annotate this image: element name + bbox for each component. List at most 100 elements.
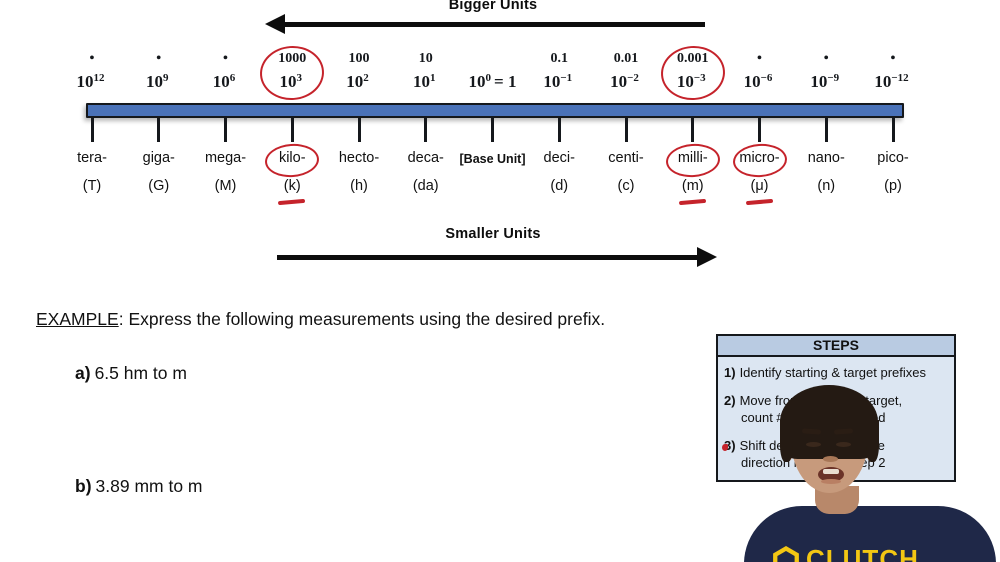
step-text-line2: direction moved in step 2 — [741, 455, 886, 470]
presenter-neck — [815, 486, 859, 514]
step-item: 3) Shift decimal in the same direction mo… — [722, 437, 949, 471]
value-label: • — [823, 51, 829, 66]
prefix-label: nano- — [807, 150, 845, 166]
value-label: • — [223, 51, 228, 66]
item-a-marker: a) — [75, 363, 91, 383]
power-of-ten-label: 10−12 — [874, 72, 909, 91]
power-of-ten-label: 103 — [279, 72, 303, 91]
smaller-units-label: Smaller Units — [445, 226, 541, 242]
power-of-ten-label: 102 — [346, 72, 369, 91]
item-a-text: 6.5 hm to m — [94, 363, 187, 383]
value-label: • — [156, 51, 162, 66]
example-item-b: b) 3.89 mm to m — [75, 476, 203, 497]
steps-list: 1) Identify starting & target prefixes 2)… — [718, 357, 954, 471]
red-underline-annotation — [678, 198, 706, 205]
value-label: 100 — [348, 51, 370, 66]
tick-mark — [758, 116, 761, 142]
value-label: 0.1 — [550, 51, 569, 66]
tick-mark — [824, 116, 828, 142]
power-of-ten-label: 106 — [212, 72, 236, 91]
bigger-units-label: Bigger Units — [448, 0, 538, 13]
step-item: 1) Identify starting & target prefixes — [724, 364, 949, 381]
prefix-symbol-label: (c) — [617, 178, 635, 194]
power-of-ten-label: 100 = 1 — [468, 72, 517, 91]
steps-title: STEPS — [718, 336, 954, 357]
value-label: 0.001 — [677, 51, 709, 66]
prefix-label: [Base Unit] — [459, 152, 526, 166]
power-of-ten-label: 10−1 — [543, 72, 573, 91]
red-mark-annotation — [722, 444, 728, 451]
prefix-symbol-label: (p) — [884, 178, 902, 194]
prefix-symbol-label: (h) — [350, 178, 368, 194]
value-label: • — [757, 51, 762, 66]
value-label: 10 — [418, 51, 433, 66]
step-item: 2) Move from starting to target, count # … — [724, 392, 949, 426]
step-number: 1) — [724, 365, 736, 380]
smaller-units-arrow — [277, 255, 699, 260]
power-of-ten-label: 10−9 — [810, 72, 840, 91]
tick-mark — [224, 116, 227, 142]
value-label: • — [890, 51, 896, 66]
example-heading: EXAMPLE: Express the following measureme… — [36, 309, 605, 330]
prefix-symbol-label: (M) — [214, 178, 237, 194]
prefix-label: hecto- — [338, 150, 380, 166]
red-underline-annotation — [278, 198, 306, 205]
prefix-symbol-label: (T) — [82, 178, 102, 194]
smaller-units-arrowhead-icon — [697, 247, 717, 267]
example-colon: : — [118, 309, 124, 329]
prefix-label: milli- — [677, 150, 708, 166]
prefix-label: pico- — [877, 150, 909, 166]
tick-mark — [424, 116, 428, 142]
prefix-label: kilo- — [278, 150, 306, 166]
prefix-label: giga- — [142, 150, 175, 166]
clutch-logo-text: CLUTCH — [806, 544, 919, 562]
power-of-ten-label: 10−3 — [676, 72, 706, 91]
tick-mark — [691, 116, 695, 142]
tick-mark — [624, 116, 628, 142]
step-number: 3) — [724, 438, 736, 453]
power-of-ten-label: 1012 — [76, 72, 105, 91]
tick-mark — [491, 116, 494, 142]
prefix-symbol-label: (d) — [550, 178, 569, 194]
prefix-label: mega- — [204, 150, 247, 166]
prefix-symbol-label: (da) — [412, 178, 439, 194]
example-label: EXAMPLE — [36, 309, 119, 329]
tick-mark — [90, 116, 94, 142]
tick-mark — [357, 116, 361, 142]
scale-bar — [86, 103, 904, 118]
item-b-text: 3.89 mm to m — [95, 476, 203, 496]
red-underline-annotation — [745, 198, 773, 205]
prefix-symbol-label: (m) — [681, 178, 704, 194]
power-of-ten-label: 109 — [146, 72, 169, 91]
value-label: • — [89, 51, 95, 66]
prefix-label: deca- — [407, 150, 444, 166]
presenter-shirt — [744, 506, 996, 562]
prefix-label: centi- — [608, 150, 644, 166]
steps-panel: STEPS 1) Identify starting & target prefi… — [716, 334, 956, 482]
prefix-symbol-label: (k) — [283, 178, 301, 194]
prefix-label: tera- — [77, 150, 107, 166]
tick-mark — [557, 116, 561, 142]
clutch-logo-hexagon-icon — [773, 546, 799, 562]
prefix-label: micro- — [739, 150, 780, 166]
tick-mark — [157, 116, 161, 142]
power-of-ten-label: 10−6 — [743, 72, 773, 91]
value-label: 0.01 — [613, 51, 639, 66]
prefix-symbol-label: (μ) — [750, 178, 769, 194]
tick-mark — [290, 116, 294, 142]
power-of-ten-label: 10−2 — [610, 72, 639, 91]
example-item-a: a) 6.5 hm to m — [75, 363, 187, 384]
clutch-logo-hexagon-inner — [777, 551, 795, 562]
prefix-label: deci- — [543, 150, 575, 166]
power-of-ten-label: 101 — [413, 72, 436, 91]
value-label: 1000 — [278, 51, 307, 66]
step-text-line1: Identify starting & target prefixes — [739, 365, 926, 380]
step-text-line1: Move from starting to target, — [739, 393, 903, 408]
example-instruction: Express the following measurements using… — [128, 309, 606, 329]
item-b-marker: b) — [75, 476, 92, 496]
tick-mark — [891, 116, 895, 142]
prefix-symbol-label: (n) — [817, 178, 836, 194]
step-text-line2: count # of spaces moved — [741, 410, 886, 425]
step-number: 2) — [724, 393, 736, 408]
